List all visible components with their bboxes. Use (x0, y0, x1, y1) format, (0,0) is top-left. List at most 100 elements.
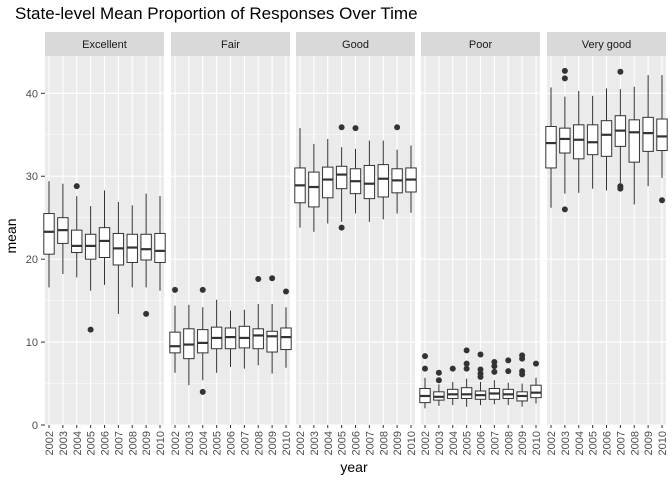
outlier-point (283, 288, 289, 295)
boxplot-2010 (154, 196, 166, 291)
boxplot-2009 (140, 193, 152, 317)
box (169, 331, 181, 354)
box (363, 164, 376, 200)
boxplot-2007 (238, 309, 251, 369)
facet-label: Fair (221, 39, 240, 51)
x-tick-label: 2005 (86, 431, 98, 455)
boxplot-2010 (530, 360, 542, 404)
box (140, 233, 152, 261)
boxplot-2004 (322, 138, 334, 224)
outlier-point (199, 388, 206, 395)
box (460, 387, 473, 399)
outlier-point (435, 377, 442, 384)
boxplot-2009 (642, 75, 654, 187)
boxplot-2002 (419, 353, 431, 409)
boxplot-2006 (98, 190, 111, 285)
x-tick-label: 2007 (615, 431, 627, 455)
boxplot-2010 (656, 75, 668, 204)
y-tick-label: 30 (26, 171, 38, 183)
x-tick-label: 2004 (323, 431, 335, 455)
boxplot-2006 (349, 125, 362, 214)
outlier-point (255, 276, 262, 283)
box (197, 329, 209, 354)
boxplot-2004 (197, 286, 209, 395)
outlier-point (477, 366, 484, 373)
x-tick-label: 2003 (434, 431, 446, 455)
outlier-point (463, 365, 470, 372)
outlier-point (394, 124, 401, 131)
facet-label: Good (342, 39, 369, 51)
chart-title: State-level Mean Proportion of Responses… (15, 4, 418, 23)
boxplot-2007 (614, 68, 627, 192)
x-tick-label: 2006 (100, 431, 112, 455)
outlier-point (143, 310, 150, 317)
box (71, 229, 83, 254)
box (377, 164, 389, 198)
outlier-point (477, 351, 484, 358)
outlier-point (338, 224, 345, 231)
boxplot-2002 (545, 87, 557, 208)
outlier-point (435, 369, 442, 376)
boxplot-2010 (405, 145, 417, 213)
boxplot-2002 (43, 181, 55, 288)
outlier-point (533, 360, 539, 367)
outlier-point (352, 125, 359, 132)
box (559, 127, 571, 154)
x-tick-label: 2003 (184, 431, 196, 455)
outlier-point (505, 368, 512, 375)
boxplot-2004 (573, 90, 585, 193)
box (224, 327, 237, 350)
boxplot-2005 (210, 299, 223, 373)
outlier-point (422, 365, 428, 372)
box (573, 124, 585, 160)
x-tick-label: 2010 (281, 431, 293, 455)
x-tick-label: 2002 (44, 431, 56, 455)
x-tick-label: 2003 (58, 431, 70, 455)
x-tick-label: 2007 (239, 431, 251, 455)
outlier-point (561, 75, 568, 82)
x-tick-label: 2002 (420, 431, 432, 455)
outlier-point (617, 68, 624, 75)
box (98, 227, 111, 258)
boxplot-2006 (600, 88, 613, 191)
x-tick-label: 2009 (643, 431, 655, 455)
boxplot-2008 (252, 276, 264, 366)
outlier-point (561, 67, 568, 74)
outlier-point (172, 286, 178, 293)
facet-strip (171, 32, 290, 56)
facet-strip (45, 32, 164, 56)
facet-panel-good: Good 2002 2003 2004 2005 2006 2007 2008 2009 2010 (294, 32, 418, 455)
outlier-point (477, 373, 484, 380)
facet-panel-very-good: Very good 2002 2003 2004 2005 2006 2007 2008 200… (545, 32, 669, 455)
box (280, 327, 292, 351)
facet-strip (421, 32, 540, 56)
outlier-point (449, 365, 456, 372)
x-tick-label: 2004 (198, 431, 210, 455)
facet-label: Excellent (82, 39, 127, 51)
box (628, 119, 640, 163)
box (530, 384, 542, 399)
x-tick-label: 2004 (448, 431, 460, 455)
x-tick-label: 2010 (657, 431, 669, 455)
boxplot-2009 (516, 352, 528, 407)
outlier-point (617, 185, 624, 192)
outlier-point (73, 183, 80, 190)
box (586, 124, 599, 156)
facet-panel-excellent: Excellent 2002 2003 2004 2005 2006 2007 2008 200… (43, 32, 167, 455)
y-tick-label: 0 (32, 420, 38, 432)
boxplot-2007 (112, 201, 125, 314)
y-axis-title: mean (3, 218, 19, 253)
x-tick-label: 2009 (141, 431, 153, 455)
box (308, 171, 320, 208)
boxplot-2004 (447, 365, 459, 406)
boxplot-2007 (363, 140, 376, 222)
boxplot-2002 (294, 128, 306, 228)
x-tick-label: 2002 (170, 431, 182, 455)
x-tick-label: 2006 (476, 431, 488, 455)
box (656, 118, 668, 152)
outlier-point (422, 353, 428, 360)
x-tick-label: 2006 (602, 431, 614, 455)
x-tick-label: 2010 (531, 431, 543, 455)
boxplot-2003 (559, 67, 571, 213)
outlier-point (87, 326, 94, 333)
